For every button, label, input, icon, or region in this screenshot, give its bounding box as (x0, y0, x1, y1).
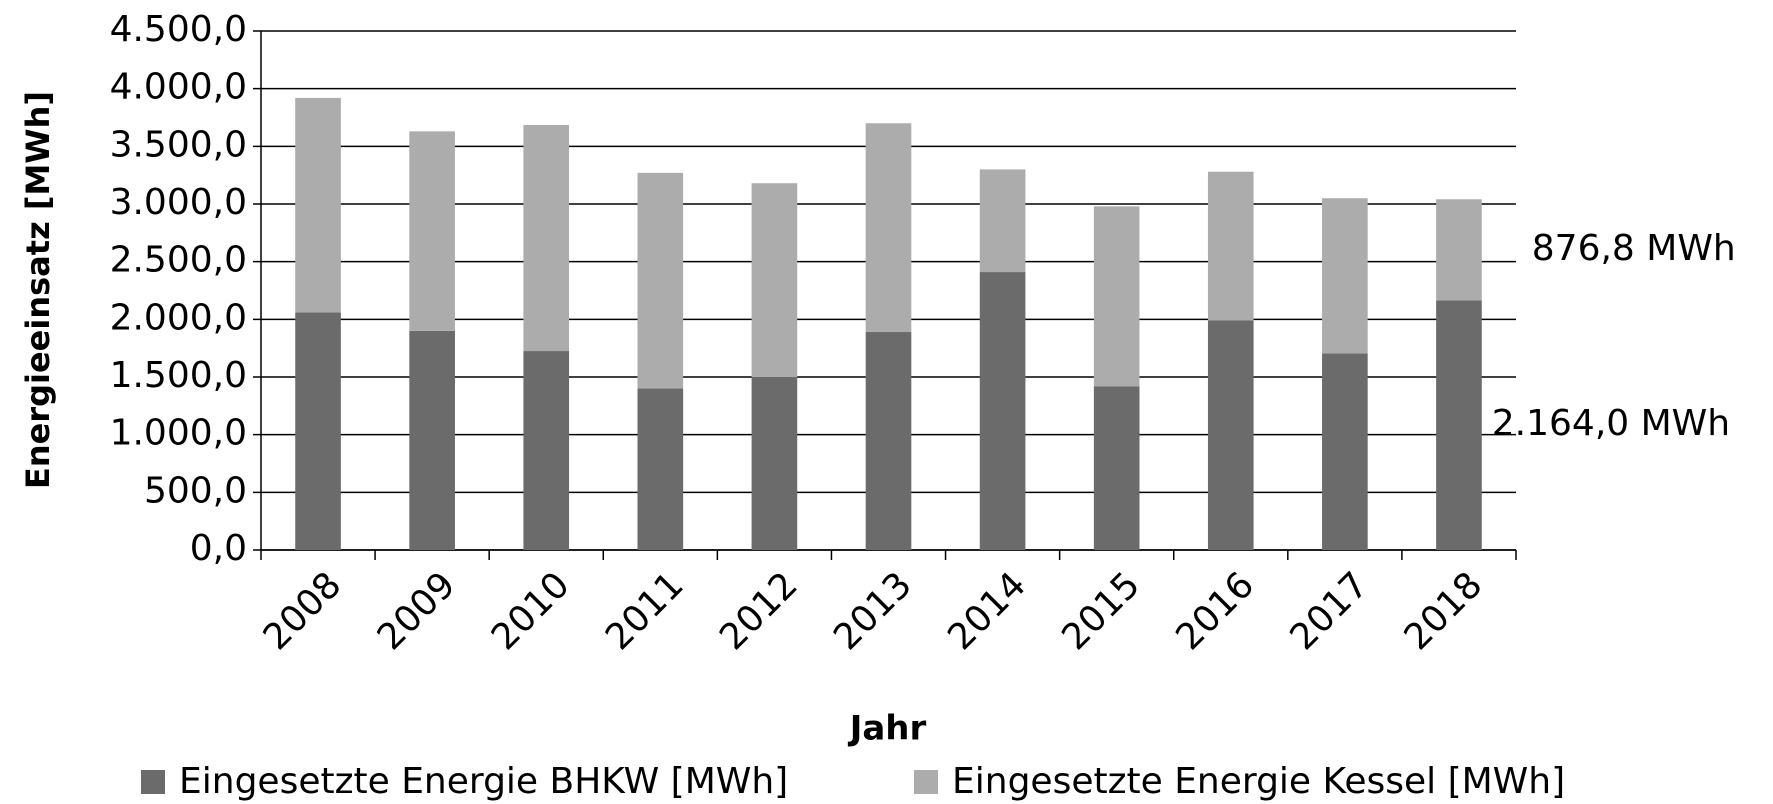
bar (1093, 206, 1140, 387)
bar (637, 388, 684, 550)
x-tick-label: 2012 (712, 564, 806, 658)
bar (1207, 171, 1254, 321)
y-tick-label: 2.000,0 (110, 297, 247, 338)
bar (409, 330, 455, 550)
y-tick-label: 0,0 (190, 528, 247, 569)
x-tick-label: 2015 (1054, 564, 1148, 658)
value-label: 876,8 MWh (1532, 228, 1736, 269)
value-label: 2.164,0 MWh (1492, 403, 1730, 444)
bar (409, 131, 455, 331)
x-tick-label: 2014 (940, 564, 1034, 658)
x-tick-label: 2016 (1168, 564, 1262, 658)
x-axis-title: Jahr (848, 709, 927, 749)
x-tick-label: 2010 (484, 564, 578, 658)
x-tick-label: 2008 (256, 564, 350, 658)
legend-label: Eingesetzte Energie Kessel [MWh] (952, 761, 1565, 802)
x-tick-label: 2013 (826, 564, 920, 658)
bar (1436, 199, 1482, 301)
y-tick-label: 4.500,0 (110, 9, 247, 50)
bar (979, 169, 1026, 273)
bar (751, 377, 798, 550)
bar (295, 97, 341, 313)
bar (1322, 198, 1368, 354)
y-tick-label: 4.000,0 (110, 67, 247, 108)
y-tick-label: 500,0 (144, 470, 247, 511)
bar (865, 123, 912, 333)
bar (1093, 386, 1140, 550)
y-tick-label: 3.500,0 (110, 124, 247, 165)
bar (295, 312, 341, 550)
bar (1322, 353, 1368, 550)
y-tick-label: 1.000,0 (110, 413, 247, 454)
bar (523, 124, 570, 352)
bar (751, 183, 798, 377)
y-tick-label: 1.500,0 (110, 355, 247, 396)
bar (1436, 300, 1482, 550)
x-tick-label: 2009 (370, 564, 464, 658)
y-tick-label: 2.500,0 (110, 240, 247, 281)
legend-swatch (914, 770, 938, 794)
bar (523, 351, 570, 550)
x-tick-label: 2011 (598, 564, 692, 658)
legend-label: Eingesetzte Energie BHKW [MWh] (179, 761, 788, 802)
y-axis-title: Energieeinsatz [MWh] (19, 91, 57, 489)
bar (979, 272, 1026, 550)
bar (1207, 320, 1254, 550)
x-tick-label: 2017 (1283, 564, 1377, 658)
bar (637, 172, 684, 389)
bar (865, 332, 912, 550)
legend-swatch (141, 770, 165, 794)
x-tick-label: 2018 (1397, 564, 1491, 658)
y-tick-label: 3.000,0 (110, 182, 247, 223)
